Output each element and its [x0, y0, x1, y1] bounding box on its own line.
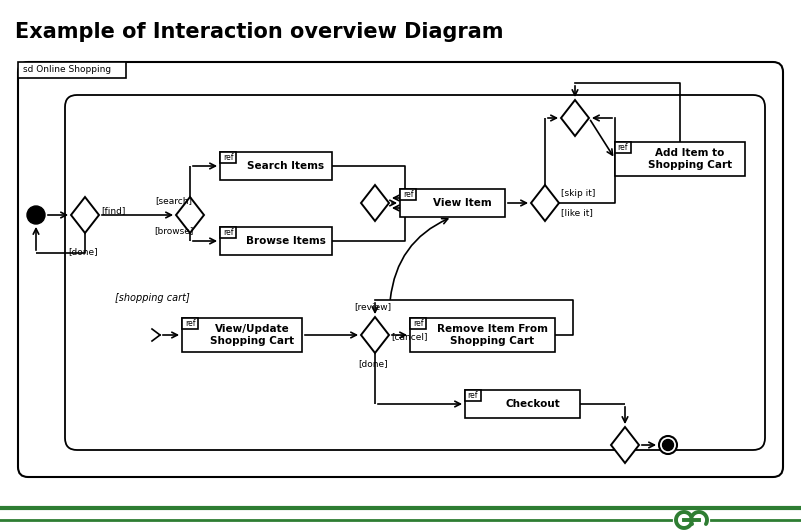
Text: Search Items: Search Items: [248, 161, 324, 171]
Text: Remove Item From
Shopping Cart: Remove Item From Shopping Cart: [437, 324, 548, 346]
Polygon shape: [71, 197, 99, 233]
FancyBboxPatch shape: [18, 62, 783, 477]
Text: ref: ref: [468, 391, 478, 400]
Bar: [465, 390, 481, 401]
Text: ref: ref: [223, 153, 233, 162]
Bar: [615, 142, 745, 176]
Text: ref: ref: [223, 228, 233, 237]
Bar: [182, 318, 198, 329]
Bar: [220, 227, 236, 238]
Text: [done]: [done]: [68, 247, 98, 256]
Polygon shape: [361, 185, 389, 221]
Text: Browse Items: Browse Items: [246, 236, 326, 246]
Bar: [220, 152, 236, 163]
Text: sd Online Shopping: sd Online Shopping: [23, 65, 111, 74]
Bar: [615, 142, 631, 153]
Text: ref: ref: [185, 319, 195, 328]
Text: [like it]: [like it]: [561, 209, 593, 218]
Text: Add Item to
Shopping Cart: Add Item to Shopping Cart: [648, 148, 732, 170]
Bar: [410, 318, 426, 329]
Bar: [18, 62, 126, 78]
Bar: [220, 152, 332, 180]
Text: [browse]: [browse]: [155, 227, 194, 236]
Text: [done]: [done]: [358, 359, 388, 368]
Text: ref: ref: [413, 319, 423, 328]
Bar: [400, 189, 416, 200]
Bar: [465, 390, 580, 418]
Text: [review]: [review]: [354, 302, 392, 311]
Text: [skip it]: [skip it]: [561, 188, 595, 197]
Text: View Item: View Item: [433, 198, 492, 208]
Polygon shape: [531, 185, 559, 221]
FancyArrowPatch shape: [390, 219, 448, 299]
Bar: [410, 318, 555, 352]
Text: ref: ref: [403, 190, 413, 199]
Polygon shape: [561, 100, 589, 136]
Polygon shape: [611, 427, 639, 463]
Bar: [220, 227, 332, 255]
Bar: [182, 318, 302, 352]
Polygon shape: [176, 197, 204, 233]
Circle shape: [659, 436, 677, 454]
Text: ref: ref: [618, 143, 628, 152]
Text: Checkout: Checkout: [505, 399, 560, 409]
Text: [shopping cart]: [shopping cart]: [115, 293, 190, 303]
Bar: [400, 189, 505, 217]
Text: [search]: [search]: [155, 196, 192, 205]
FancyBboxPatch shape: [65, 95, 765, 450]
Polygon shape: [361, 317, 389, 353]
Text: [cancel]: [cancel]: [391, 332, 428, 342]
Circle shape: [662, 439, 674, 451]
Text: [find]: [find]: [101, 206, 126, 215]
Text: Example of Interaction overview Diagram: Example of Interaction overview Diagram: [15, 22, 504, 42]
Circle shape: [27, 206, 45, 224]
Text: View/Update
Shopping Cart: View/Update Shopping Cart: [210, 324, 294, 346]
